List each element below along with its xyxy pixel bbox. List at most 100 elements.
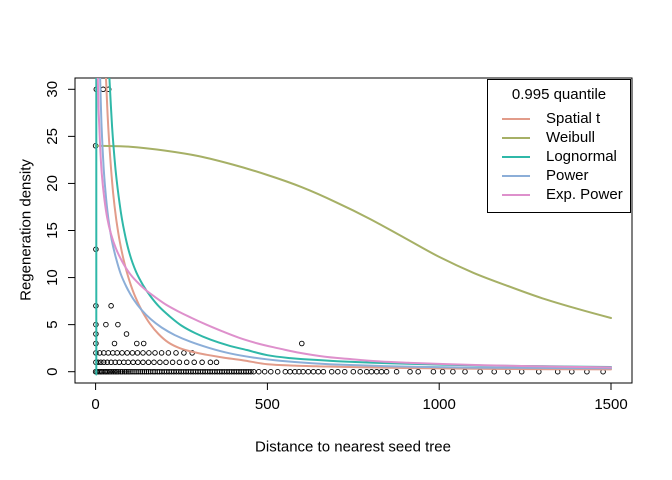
data-point [310, 368, 317, 375]
data-point [98, 359, 104, 366]
data-point [300, 368, 306, 375]
data-point [378, 368, 385, 375]
data-point [248, 368, 254, 375]
data-point [134, 350, 141, 356]
data-point [108, 368, 115, 375]
data-point [105, 350, 112, 356]
data-point [135, 359, 141, 366]
data-point [176, 359, 183, 366]
data-point [393, 368, 400, 375]
data-point [121, 359, 127, 366]
data-point [158, 350, 165, 356]
data-point [183, 359, 190, 366]
legend-label-lognormal: Lognormal [546, 148, 617, 165]
data-point [350, 368, 357, 375]
y-tick-label-5: 5 [44, 320, 61, 328]
data-point [335, 368, 341, 375]
data-point [439, 368, 446, 375]
data-point [282, 368, 289, 375]
data-point [143, 368, 150, 375]
data-point [108, 303, 114, 309]
data-point [368, 368, 375, 375]
data-point [491, 368, 497, 375]
data-point [123, 331, 130, 337]
data-point [268, 368, 274, 375]
data-point [450, 368, 456, 375]
data-point [103, 368, 110, 375]
data-point [191, 359, 197, 366]
legend-item-exp-power: Exp. Power [488, 185, 630, 204]
y-axis-label: Regeneration density [17, 159, 35, 301]
data-point [299, 340, 305, 347]
data-point [108, 359, 114, 366]
data-point [477, 368, 483, 375]
legend-swatch-lognormal [502, 155, 530, 158]
data-point [103, 321, 109, 328]
data-point [115, 321, 121, 328]
legend-swatch-exp-power [502, 193, 530, 196]
data-point [110, 368, 117, 375]
x-tick-label-500: 500 [255, 396, 280, 413]
data-point [250, 368, 257, 375]
series-line-spatial-t [104, 78, 612, 371]
data-point [140, 350, 146, 356]
legend-item-power: Power [488, 166, 630, 185]
data-point [305, 368, 312, 375]
y-tick-label-15: 15 [44, 222, 61, 239]
data-point [125, 359, 131, 366]
data-point [363, 368, 370, 375]
x-tick-label-1500: 1500 [594, 396, 627, 413]
data-point [107, 368, 113, 375]
data-point [114, 350, 120, 356]
series-line-exp-power [96, 78, 612, 369]
y-tick-label-20: 20 [44, 175, 61, 192]
data-point [373, 368, 380, 375]
axis-ticks: 0 500 1000 1500 0 5 10 15 20 25 30 [44, 81, 628, 413]
data-point [518, 368, 525, 375]
data-point [430, 368, 437, 375]
data-point [383, 368, 390, 375]
x-axis-label: Distance to nearest seed tree [255, 438, 451, 456]
legend-title: 0.995 quantile [511, 86, 607, 103]
data-point [256, 368, 262, 375]
data-point [129, 350, 136, 356]
y-tick-label-10: 10 [44, 269, 61, 286]
data-point [114, 368, 120, 375]
data-point [152, 350, 158, 356]
data-point [274, 368, 281, 375]
data-point [207, 359, 214, 366]
x-tick-label-0: 0 [91, 396, 99, 413]
data-point [129, 368, 135, 375]
data-point [145, 359, 152, 366]
data-point [163, 359, 169, 366]
data-point [111, 340, 118, 347]
y-tick-label-30: 30 [44, 81, 61, 98]
data-point [292, 368, 298, 375]
data-point [130, 359, 136, 366]
data-point [124, 350, 130, 356]
data-point [181, 350, 187, 356]
data-point [105, 368, 112, 375]
series-line-lognormal [108, 78, 612, 368]
scatter-points [92, 86, 606, 375]
data-point [505, 368, 511, 375]
data-point [315, 368, 322, 375]
data-point [213, 359, 220, 366]
data-point [146, 350, 152, 356]
data-point [123, 368, 129, 375]
x-tick-label-1000: 1000 [423, 396, 456, 413]
data-point [462, 368, 468, 375]
legend-item-spatial-t: Spatial t [488, 109, 630, 128]
data-point [119, 368, 126, 375]
data-point [415, 368, 421, 375]
data-point [261, 368, 268, 375]
legend-label-weibull: Weibull [546, 129, 595, 146]
legend-swatch-weibull [502, 136, 530, 139]
data-point [115, 368, 122, 375]
data-point [357, 368, 363, 375]
data-point [296, 368, 302, 375]
legend-label-spatial-t: Spatial t [546, 110, 601, 127]
data-point [140, 359, 146, 366]
